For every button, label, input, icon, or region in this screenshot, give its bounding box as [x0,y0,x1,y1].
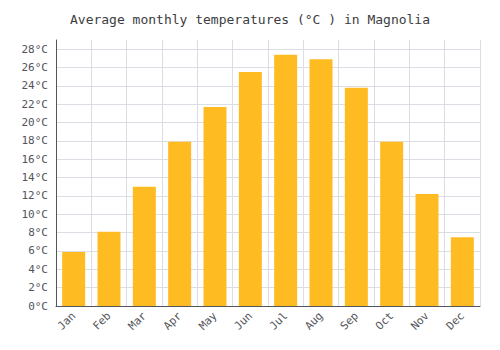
svg-text:Sep: Sep [338,309,361,332]
svg-text:Dec: Dec [444,309,467,332]
svg-text:Aug: Aug [302,309,325,332]
svg-text:26°C: 26°C [22,61,49,74]
svg-text:Mar: Mar [126,309,149,332]
svg-text:28°C: 28°C [22,43,49,56]
svg-text:Feb: Feb [90,309,113,332]
svg-text:May: May [196,309,219,332]
svg-text:10°C: 10°C [22,208,49,221]
svg-text:14°C: 14°C [22,171,49,184]
svg-text:Nov: Nov [408,309,431,332]
svg-text:24°C: 24°C [22,79,49,92]
svg-text:20°C: 20°C [22,116,49,129]
svg-text:Jun: Jun [232,309,255,332]
svg-text:16°C: 16°C [22,153,49,166]
svg-text:8°C: 8°C [28,226,48,239]
svg-text:6°C: 6°C [28,244,48,257]
svg-text:22°C: 22°C [22,98,49,111]
svg-text:2°C: 2°C [28,281,48,294]
svg-text:Apr: Apr [161,309,184,332]
svg-text:Oct: Oct [373,309,396,332]
svg-text:0°C: 0°C [28,300,48,313]
svg-text:Average monthly temperatures (: Average monthly temperatures (°C ) in Ma… [70,12,430,27]
svg-text:Jul: Jul [267,309,290,332]
svg-text:4°C: 4°C [28,263,48,276]
svg-text:Jan: Jan [55,309,78,332]
svg-text:12°C: 12°C [22,189,49,202]
svg-text:18°C: 18°C [22,134,49,147]
